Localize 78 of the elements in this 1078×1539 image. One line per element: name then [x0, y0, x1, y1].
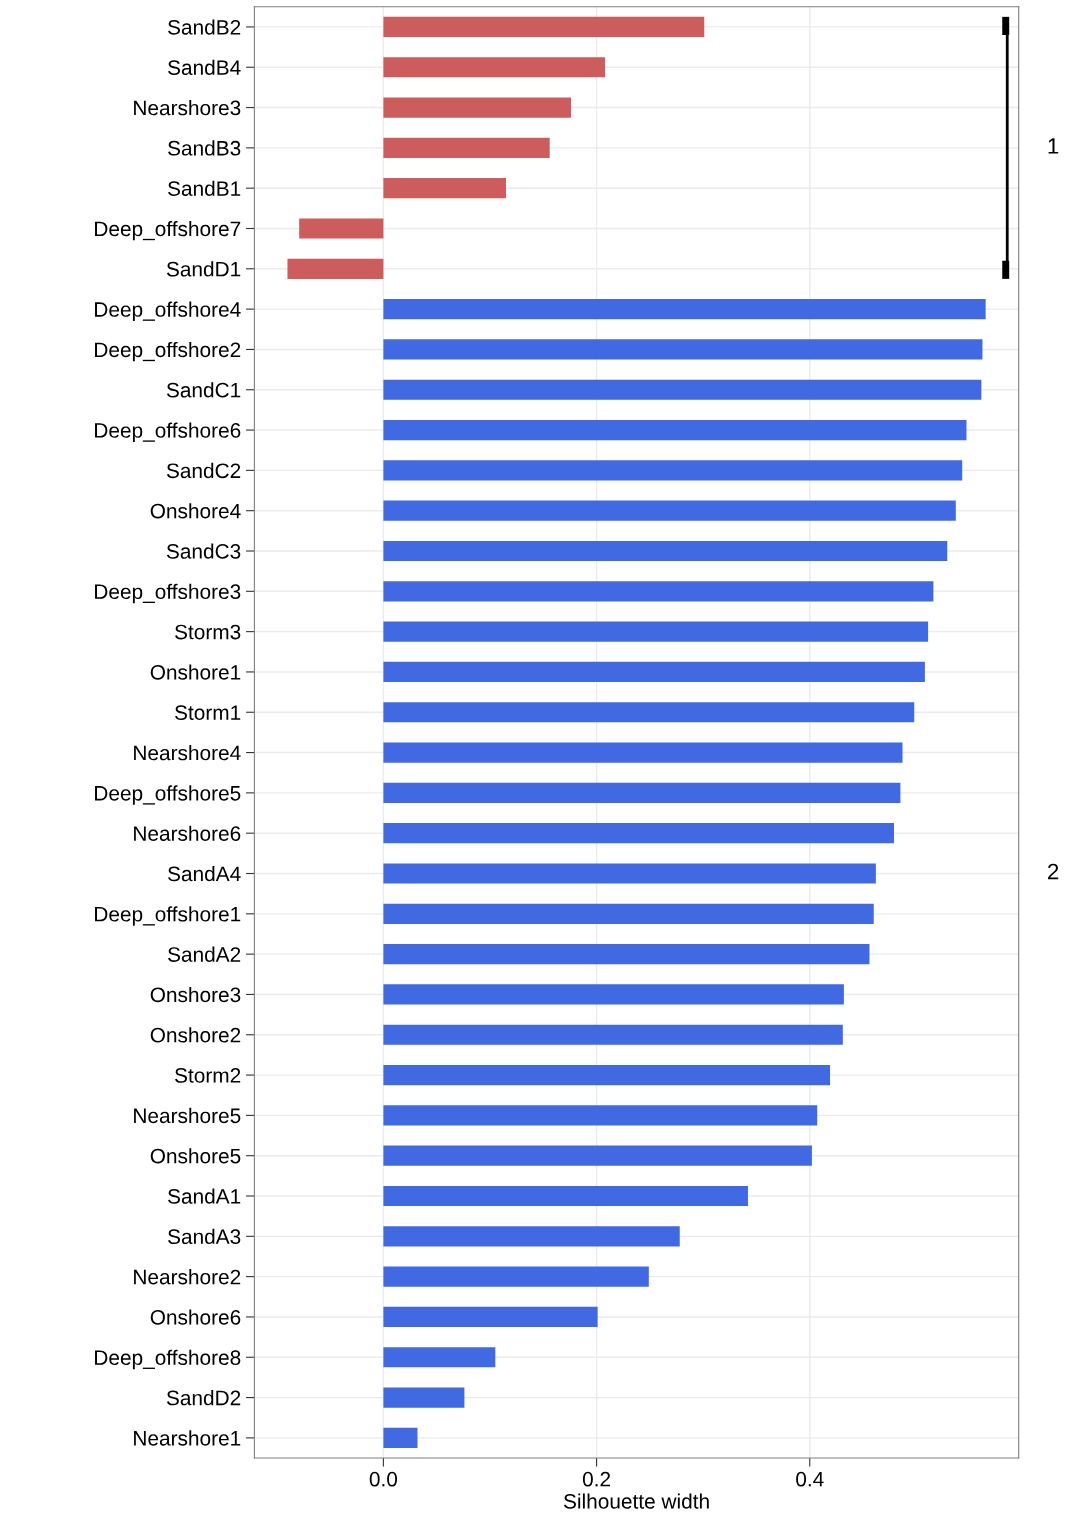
- bar: [383, 1387, 465, 1408]
- y-tick-label: Deep_offshore7: [95, 220, 241, 241]
- y-tick-label: Nearshore1: [134, 1430, 241, 1446]
- y-tick-label: Deep_offshore8: [95, 1349, 241, 1370]
- bar: [383, 1347, 496, 1368]
- bar: [383, 97, 571, 118]
- bar: [383, 1306, 598, 1328]
- y-tick-label: Deep_offshore4: [95, 301, 241, 321]
- y-tick-label: Onshore5: [150, 1148, 241, 1164]
- bar: [383, 863, 876, 884]
- y-tick-label: Onshore4: [150, 503, 241, 519]
- bar: [383, 1105, 818, 1126]
- y-tick-label: Deep_offshore6: [95, 422, 241, 442]
- y-tick-label: Deep_offshore3: [95, 583, 241, 604]
- y-tick-label: SandA1: [168, 1188, 241, 1204]
- x-tick-label: 0.0: [369, 1471, 398, 1487]
- y-tick-label: SandB3: [168, 140, 241, 156]
- bar: [383, 419, 967, 441]
- text: 1: [1048, 138, 1059, 154]
- y-tick-label: Nearshore4: [134, 745, 241, 761]
- y-tick-label: SandA2: [168, 946, 241, 962]
- bar: [383, 984, 844, 1005]
- y-tick-label: Storm1: [175, 705, 241, 721]
- x-axis-title: Silhouette width: [563, 1493, 709, 1509]
- y-tick-label: SandB4: [168, 59, 241, 75]
- bar: [383, 621, 929, 642]
- bar: [383, 1226, 680, 1247]
- bar: [383, 581, 934, 602]
- bar: [383, 1064, 831, 1086]
- y-tick-label: Onshore2: [150, 1027, 241, 1043]
- y-tick-label: SandC1: [166, 382, 241, 398]
- bar: [383, 944, 870, 965]
- bar: [383, 1427, 418, 1448]
- y-tick-label: Deep_offshore5: [95, 785, 241, 805]
- bar: [383, 661, 925, 683]
- bar: [383, 178, 506, 199]
- bar: [383, 16, 705, 38]
- y-tick-label: Deep_offshore2: [95, 341, 241, 362]
- bar: [383, 1024, 843, 1045]
- bar: [383, 299, 986, 320]
- bar: [383, 742, 903, 763]
- y-tick-label: SandC3: [166, 543, 241, 559]
- bar: [383, 903, 874, 924]
- y-tick-label: Nearshore2: [134, 1269, 241, 1285]
- bar: [383, 1266, 649, 1287]
- y-tick-label: Nearshore3: [134, 100, 241, 116]
- bar: [383, 460, 963, 481]
- bar: [383, 823, 894, 844]
- y-tick-label: Deep_offshore1: [95, 906, 241, 926]
- y-tick-label: Onshore1: [150, 664, 241, 680]
- y-tick-label: Nearshore5: [134, 1107, 241, 1124]
- y-tick-label: SandD2: [166, 1390, 241, 1406]
- bar: [383, 137, 550, 158]
- bar: [383, 1185, 748, 1207]
- y-tick-label: Storm3: [175, 624, 241, 640]
- bar: [287, 258, 384, 279]
- bar: [383, 500, 956, 521]
- y-tick-label: Nearshore6: [134, 825, 241, 841]
- bar: [383, 339, 983, 360]
- y-tick-label: SandB2: [168, 19, 241, 35]
- y-tick-label: Storm2: [175, 1068, 241, 1083]
- bar: [383, 782, 901, 803]
- y-tick-label: SandC2: [166, 462, 241, 479]
- y-tick-label: Onshore6: [150, 1309, 241, 1325]
- bar: [299, 218, 384, 239]
- x-tick-label: 0.2: [582, 1471, 611, 1487]
- x-tick-label: 0.4: [796, 1471, 824, 1487]
- bar: [383, 57, 606, 78]
- y-tick-label: Onshore3: [150, 986, 241, 1003]
- y-tick-label: SandB1: [168, 180, 241, 196]
- bar: [383, 540, 948, 562]
- y-tick-label: SandD1: [166, 261, 241, 277]
- y-tick-label: SandA4: [168, 865, 241, 882]
- text: 2: [1048, 863, 1059, 880]
- y-tick-label: SandA3: [168, 1228, 241, 1245]
- bar: [383, 1145, 812, 1166]
- bar: [383, 379, 982, 400]
- bar: [383, 702, 915, 723]
